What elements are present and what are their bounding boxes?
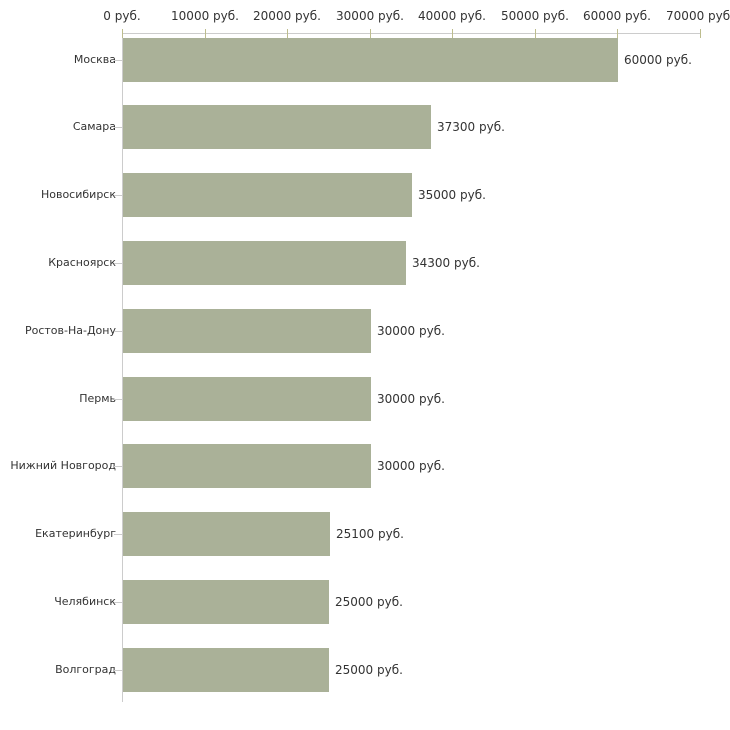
- value-label: 25000 руб.: [335, 662, 403, 677]
- category-label: Новосибирск: [40, 188, 116, 202]
- category-label: Самара: [72, 120, 116, 134]
- bar: [123, 173, 412, 218]
- y-axis-tick: [114, 60, 122, 61]
- bar: [123, 37, 618, 82]
- bar: [123, 105, 431, 150]
- value-label: 37300 руб.: [437, 120, 505, 135]
- bar: [123, 579, 329, 624]
- value-label: 25000 руб.: [335, 594, 403, 609]
- value-label: 34300 руб.: [412, 255, 480, 270]
- value-label: 30000 руб.: [377, 459, 445, 474]
- x-axis-tick-label: 20000 руб.: [253, 9, 321, 23]
- x-axis-tick-label: 30000 руб.: [336, 9, 404, 23]
- value-label: 25100 руб.: [336, 527, 404, 542]
- category-label: Волгоград: [55, 662, 116, 676]
- y-axis-line: [122, 33, 123, 702]
- y-axis-tick: [114, 534, 122, 535]
- x-axis-tick: [205, 29, 206, 38]
- y-axis-tick: [114, 127, 122, 128]
- y-axis-tick: [114, 263, 122, 264]
- y-axis-tick: [114, 399, 122, 400]
- value-label: 30000 руб.: [377, 323, 445, 338]
- x-axis-tick: [370, 29, 371, 38]
- x-axis-tick: [287, 29, 288, 38]
- bar: [123, 444, 371, 489]
- x-axis-tick: [122, 29, 123, 38]
- x-axis-tick: [452, 29, 453, 38]
- category-label: Нижний Новгород: [10, 459, 116, 473]
- value-label: 60000 руб.: [624, 52, 692, 67]
- value-label: 30000 руб.: [377, 391, 445, 406]
- x-axis-tick: [535, 29, 536, 38]
- y-axis-tick: [114, 602, 122, 603]
- value-label: 35000 руб.: [418, 188, 486, 203]
- category-label: Красноярск: [48, 255, 116, 269]
- y-axis-tick: [114, 331, 122, 332]
- x-axis-tick-label: 50000 руб.: [501, 9, 569, 23]
- x-axis-tick-label: 70000 руб.: [666, 9, 730, 23]
- x-axis-tick-label: 10000 руб.: [171, 9, 239, 23]
- y-axis-tick: [114, 670, 122, 671]
- bar: [123, 647, 329, 692]
- bar: [123, 376, 371, 421]
- category-label: Ростов-На-Дону: [24, 323, 116, 337]
- x-axis-tick: [700, 29, 701, 38]
- y-axis-tick: [114, 195, 122, 196]
- category-label: Москва: [73, 52, 116, 66]
- bar: [123, 308, 371, 353]
- x-axis-line: [122, 33, 701, 34]
- bar: [123, 512, 330, 557]
- x-axis-tick-label: 40000 руб.: [418, 9, 486, 23]
- x-axis-tick-label: 0 руб.: [103, 9, 141, 23]
- category-label: Челябинск: [54, 594, 116, 608]
- category-label: Пермь: [79, 391, 116, 405]
- y-axis-tick: [114, 466, 122, 467]
- x-axis-tick-label: 60000 руб.: [583, 9, 651, 23]
- category-label: Екатеринбург: [35, 527, 116, 541]
- bar: [123, 240, 406, 285]
- x-axis-tick: [617, 29, 618, 38]
